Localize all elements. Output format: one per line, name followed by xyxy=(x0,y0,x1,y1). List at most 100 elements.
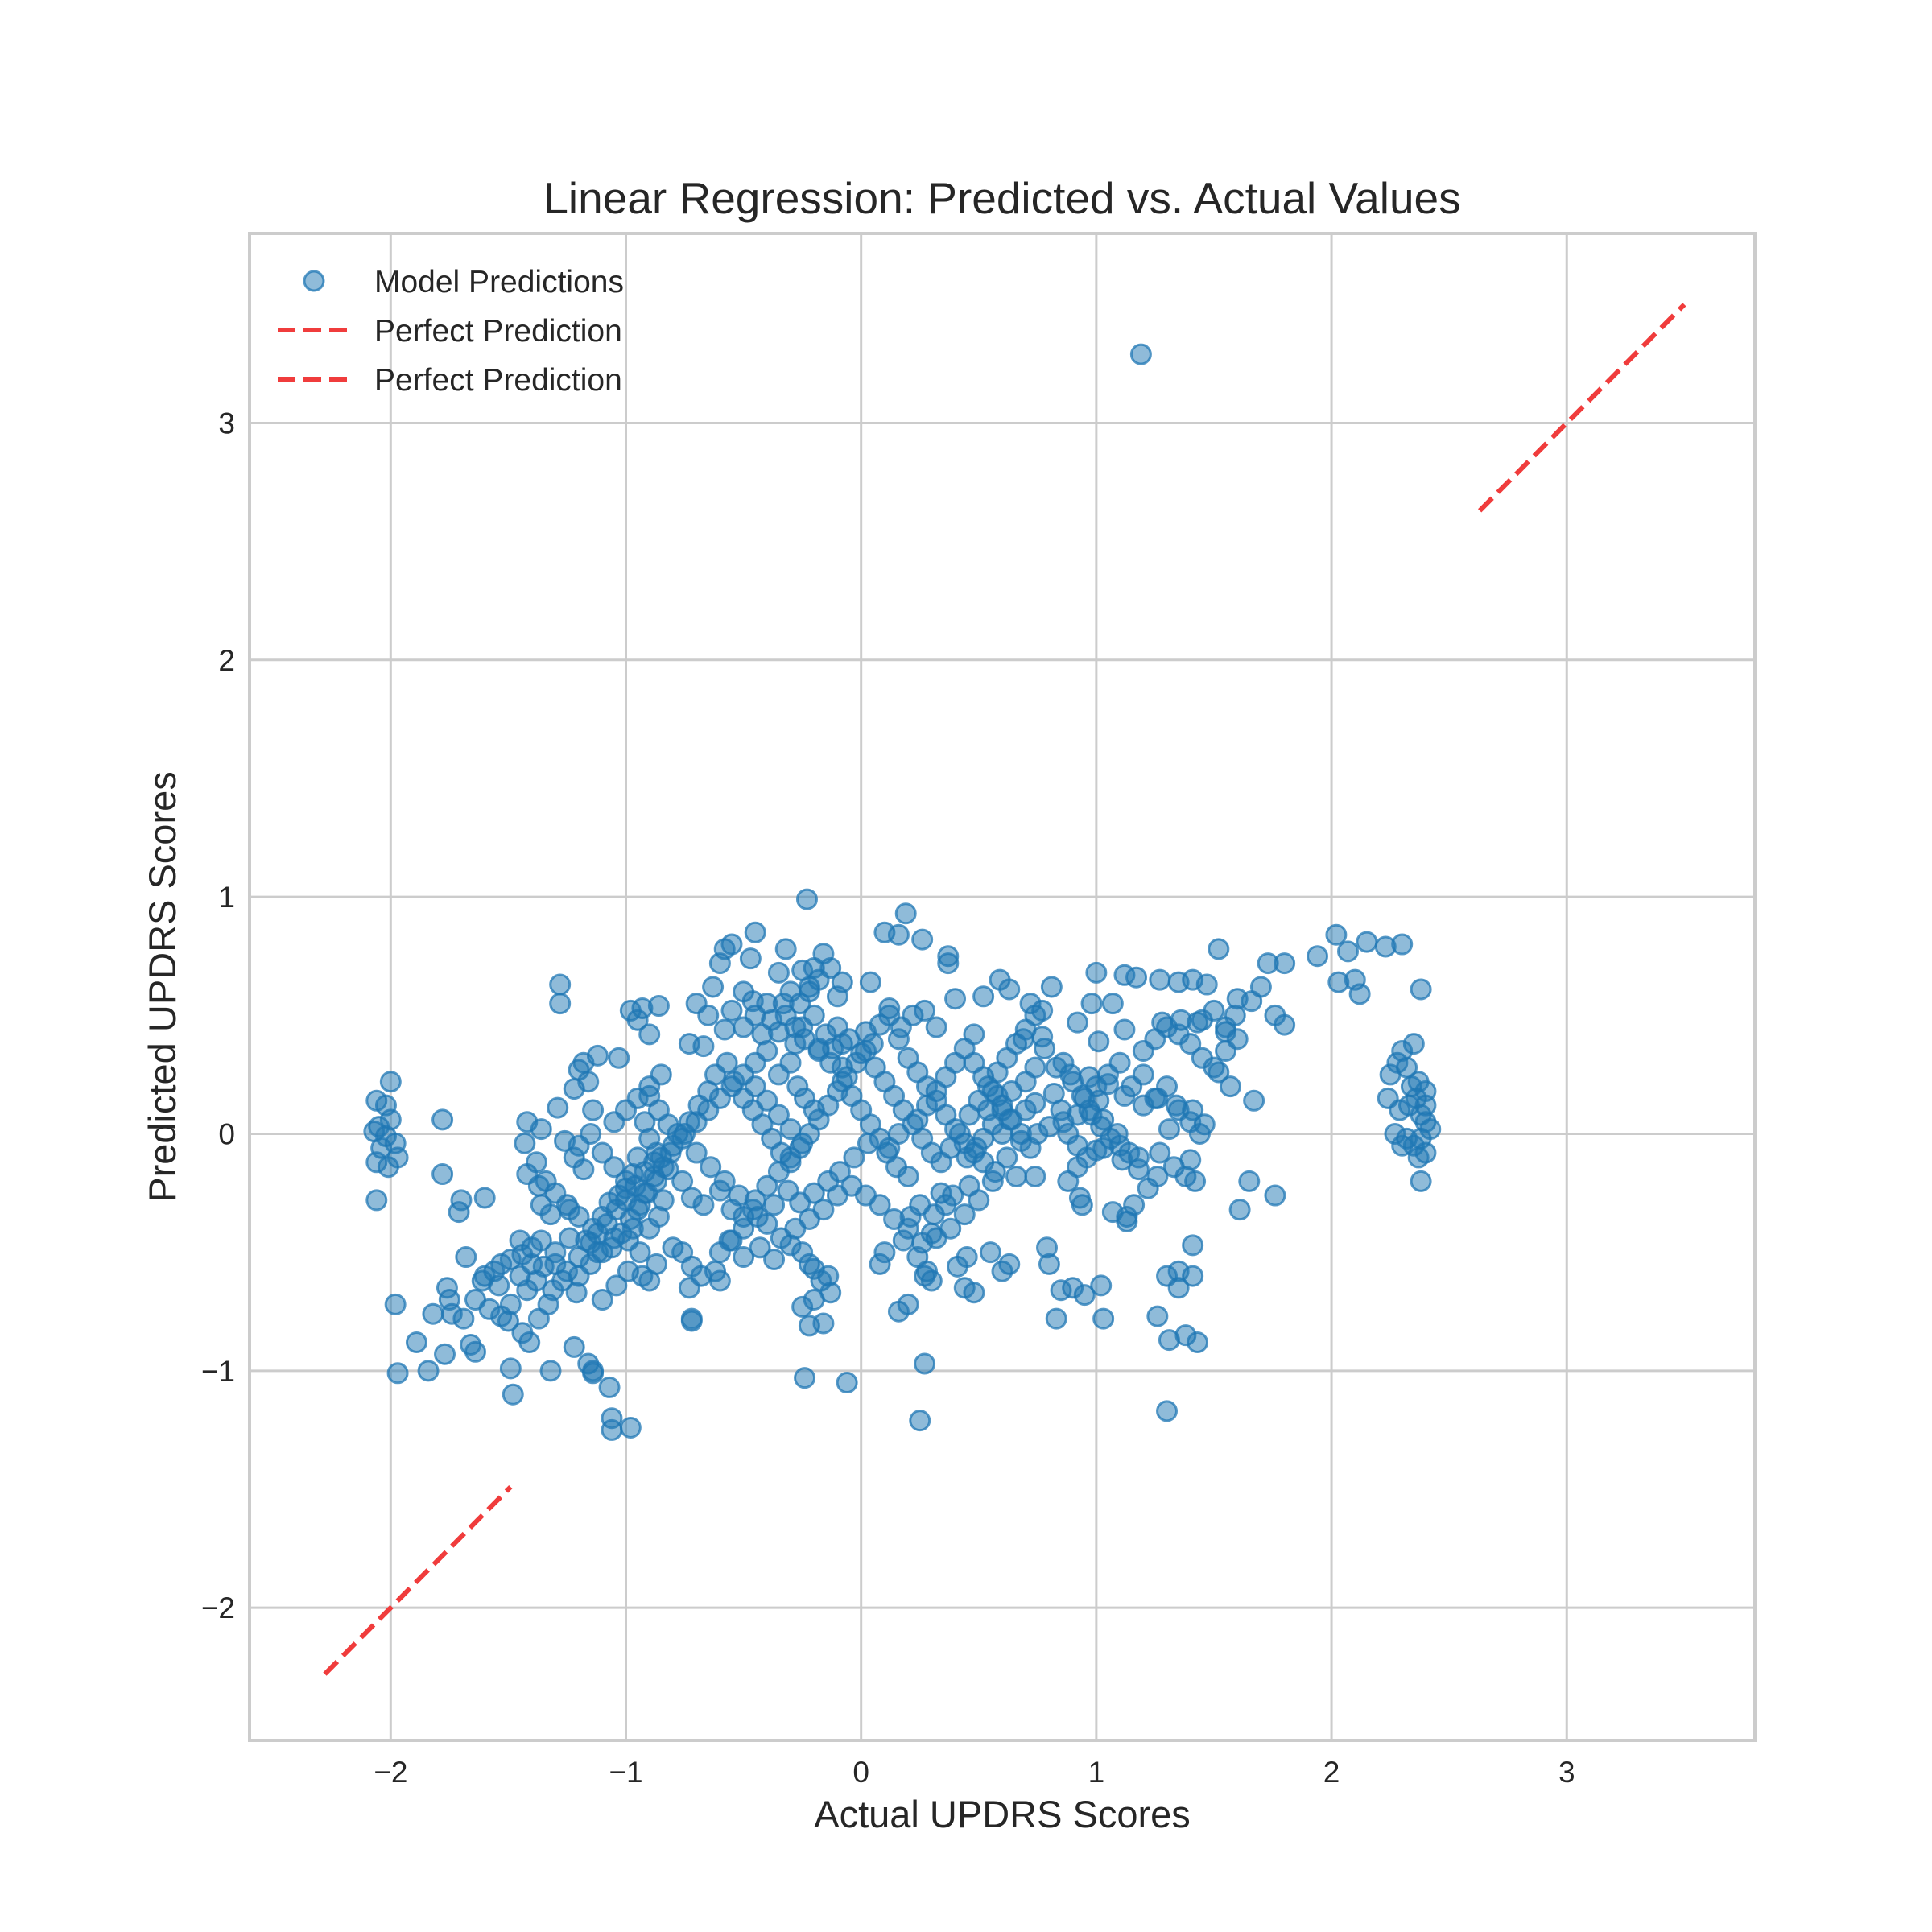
data-point xyxy=(525,1151,547,1174)
data-point xyxy=(643,1151,666,1174)
data-point xyxy=(650,1063,672,1086)
data-point xyxy=(702,976,724,998)
data-point xyxy=(843,1146,865,1169)
data-point xyxy=(1129,343,1152,365)
data-point xyxy=(535,1170,557,1192)
x-tick-label: 1 xyxy=(1088,1756,1105,1789)
data-point xyxy=(1389,1099,1411,1121)
data-point xyxy=(1149,968,1171,991)
data-point xyxy=(1274,1013,1296,1036)
y-tick-label: 2 xyxy=(218,644,235,677)
data-point xyxy=(678,1277,700,1299)
data-point xyxy=(514,1132,536,1154)
data-point xyxy=(779,1118,802,1141)
data-point xyxy=(826,985,848,1008)
data-point xyxy=(1182,1234,1204,1257)
data-point xyxy=(763,1194,786,1216)
data-point xyxy=(1215,1016,1237,1038)
data-point xyxy=(1274,952,1296,975)
data-point xyxy=(1146,1165,1169,1187)
scatter-series xyxy=(363,343,1442,1441)
data-point xyxy=(812,1312,835,1335)
data-point xyxy=(601,1418,623,1441)
data-point xyxy=(1243,1089,1265,1112)
legend-label: Perfect Prediction xyxy=(374,314,622,349)
data-point xyxy=(1024,1004,1046,1026)
x-tick-label: 2 xyxy=(1323,1756,1340,1789)
data-point xyxy=(464,1340,486,1363)
data-point xyxy=(1158,1118,1180,1141)
data-point xyxy=(1414,1094,1437,1117)
data-point xyxy=(634,1111,656,1133)
data-point xyxy=(1005,1165,1028,1187)
chart-title: Linear Regression: Predicted vs. Actual … xyxy=(543,173,1460,223)
data-point xyxy=(516,1111,539,1133)
data-point xyxy=(791,1295,814,1318)
legend-label: Model Predictions xyxy=(374,265,624,299)
data-point xyxy=(598,1376,621,1398)
data-point xyxy=(807,1038,830,1060)
data-point xyxy=(671,1127,694,1150)
data-point xyxy=(777,1179,799,1202)
data-point xyxy=(996,1146,1018,1169)
data-point xyxy=(365,1151,388,1174)
data-point xyxy=(838,1028,861,1051)
data-point xyxy=(568,1246,590,1269)
data-point xyxy=(861,1033,884,1055)
x-tick-label: 0 xyxy=(852,1756,869,1789)
data-point xyxy=(365,1189,388,1212)
data-point xyxy=(1228,1199,1251,1221)
data-point xyxy=(554,1129,576,1152)
data-point xyxy=(1024,1165,1046,1187)
data-point xyxy=(1088,1030,1110,1053)
data-point xyxy=(1057,1170,1080,1192)
data-point xyxy=(767,961,790,984)
tick-labels: −2 −1 0 1 2 3 −2 −1 0 1 2 3 xyxy=(201,407,1575,1789)
data-point xyxy=(680,1187,703,1209)
data-point xyxy=(582,1362,605,1385)
data-point xyxy=(629,1241,651,1264)
data-point xyxy=(626,1009,649,1031)
data-point xyxy=(1410,1170,1432,1192)
data-point xyxy=(638,1023,661,1046)
data-point xyxy=(953,1203,976,1226)
data-point xyxy=(807,968,830,991)
data-point xyxy=(1156,1075,1179,1098)
data-point xyxy=(563,1335,585,1358)
x-tick-label: −2 xyxy=(374,1756,407,1789)
data-point xyxy=(647,995,670,1018)
data-point xyxy=(803,1004,825,1026)
data-point xyxy=(883,1208,906,1230)
data-point xyxy=(680,1310,703,1332)
data-point xyxy=(1101,993,1124,1015)
data-point xyxy=(1400,1075,1422,1098)
data-point xyxy=(1410,978,1432,1001)
data-point xyxy=(1073,1284,1096,1307)
data-point xyxy=(1179,1111,1202,1133)
data-point xyxy=(894,902,917,925)
data-point xyxy=(700,1156,722,1179)
data-point xyxy=(1127,1146,1150,1169)
data-point xyxy=(431,1163,454,1186)
legend-label: Perfect Prediction xyxy=(374,363,622,398)
data-point xyxy=(1167,1277,1190,1299)
data-point xyxy=(1067,1011,1088,1034)
data-point xyxy=(756,1212,778,1235)
data-point xyxy=(795,888,818,910)
data-point xyxy=(518,1331,541,1354)
data-point xyxy=(779,1051,802,1074)
data-point xyxy=(887,1122,910,1145)
data-point xyxy=(603,1156,625,1179)
data-point xyxy=(1123,1194,1146,1216)
data-point xyxy=(720,1229,743,1252)
legend-marker xyxy=(303,270,325,292)
data-point xyxy=(774,938,797,960)
data-point xyxy=(608,1046,630,1069)
data-point xyxy=(1090,1274,1113,1297)
data-point xyxy=(887,1028,910,1051)
data-point xyxy=(384,1293,407,1315)
data-point xyxy=(638,1084,661,1107)
data-point xyxy=(547,1096,569,1119)
